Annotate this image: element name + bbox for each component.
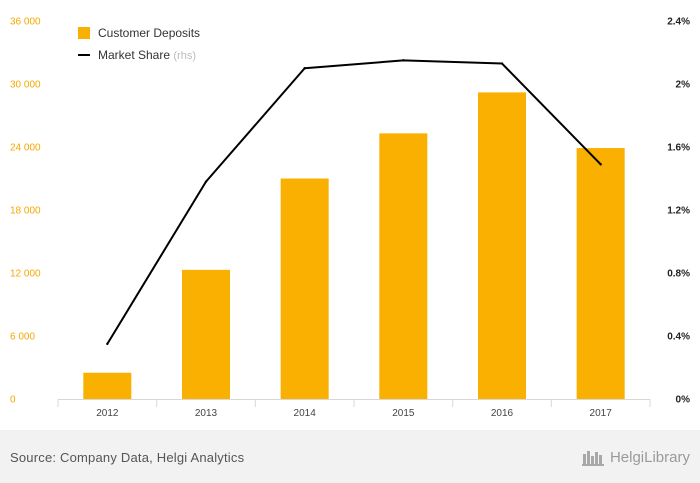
right-tick-label: 1.6% [667,143,690,154]
right-tick-label: 0.8% [667,269,690,280]
legend-label-line-suffix: (rhs) [173,50,196,62]
bar [280,178,329,399]
line-point [106,342,109,346]
brand-name: HelgiLibrary [609,448,690,466]
right-tick-label: 0% [676,395,691,406]
left-tick-label: 12 000 [10,269,41,280]
legend: Customer Deposits Market Share (rhs) [78,26,200,62]
x-tick-label: 2016 [491,408,514,419]
x-tick-label: 2017 [590,408,613,419]
bar [182,269,230,399]
line-point [402,59,405,62]
x-tick-label: 2015 [392,408,415,419]
line-point [204,180,208,183]
legend-label-line: Market Share (rhs) [98,48,196,62]
line-series [106,59,602,346]
bar [83,372,132,399]
right-tick-label: 2.4% [667,17,690,28]
line-point [500,62,504,65]
line-point [303,67,306,70]
bar-series [83,92,625,400]
legend-label-bars: Customer Deposits [98,26,200,40]
x-tick-label: 2014 [294,408,317,419]
left-axis-ticks: 0 6 000 12 000 18 000 24 000 30 000 36 000 [10,17,41,406]
market-share-line [106,59,602,345]
x-tick-label: 2013 [195,408,218,419]
right-axis-ticks: 0% 0.4% 0.8% 1.2% 1.6% 2% 2.4% [667,17,690,406]
right-tick-label: 1.2% [667,206,690,217]
source-text: Source: Company Data, Helgi Analytics [10,450,245,465]
left-tick-label: 18 000 [10,206,41,217]
right-tick-label: 2% [676,80,691,91]
left-tick-label: 36 000 [10,17,41,28]
left-tick-label: 30 000 [10,80,41,91]
right-tick-label: 0.4% [667,332,690,343]
helgi-library-logo-icon [581,451,604,466]
x-tick-label: 2012 [96,408,119,419]
x-axis-ticks: 2012 2013 2014 2015 2016 2017 [57,399,651,419]
left-tick-label: 24 000 [10,143,41,154]
brand-logo[interactable]: HelgiLibrary [581,448,690,466]
left-tick-label: 0 [10,395,16,406]
left-tick-label: 6 000 [10,332,35,343]
bar [576,148,625,399]
footer: Source: Company Data, Helgi Analytics He… [0,430,700,483]
bar [379,133,428,399]
legend-swatch-bars [78,27,90,39]
line-point [599,163,602,166]
bar [478,92,526,400]
